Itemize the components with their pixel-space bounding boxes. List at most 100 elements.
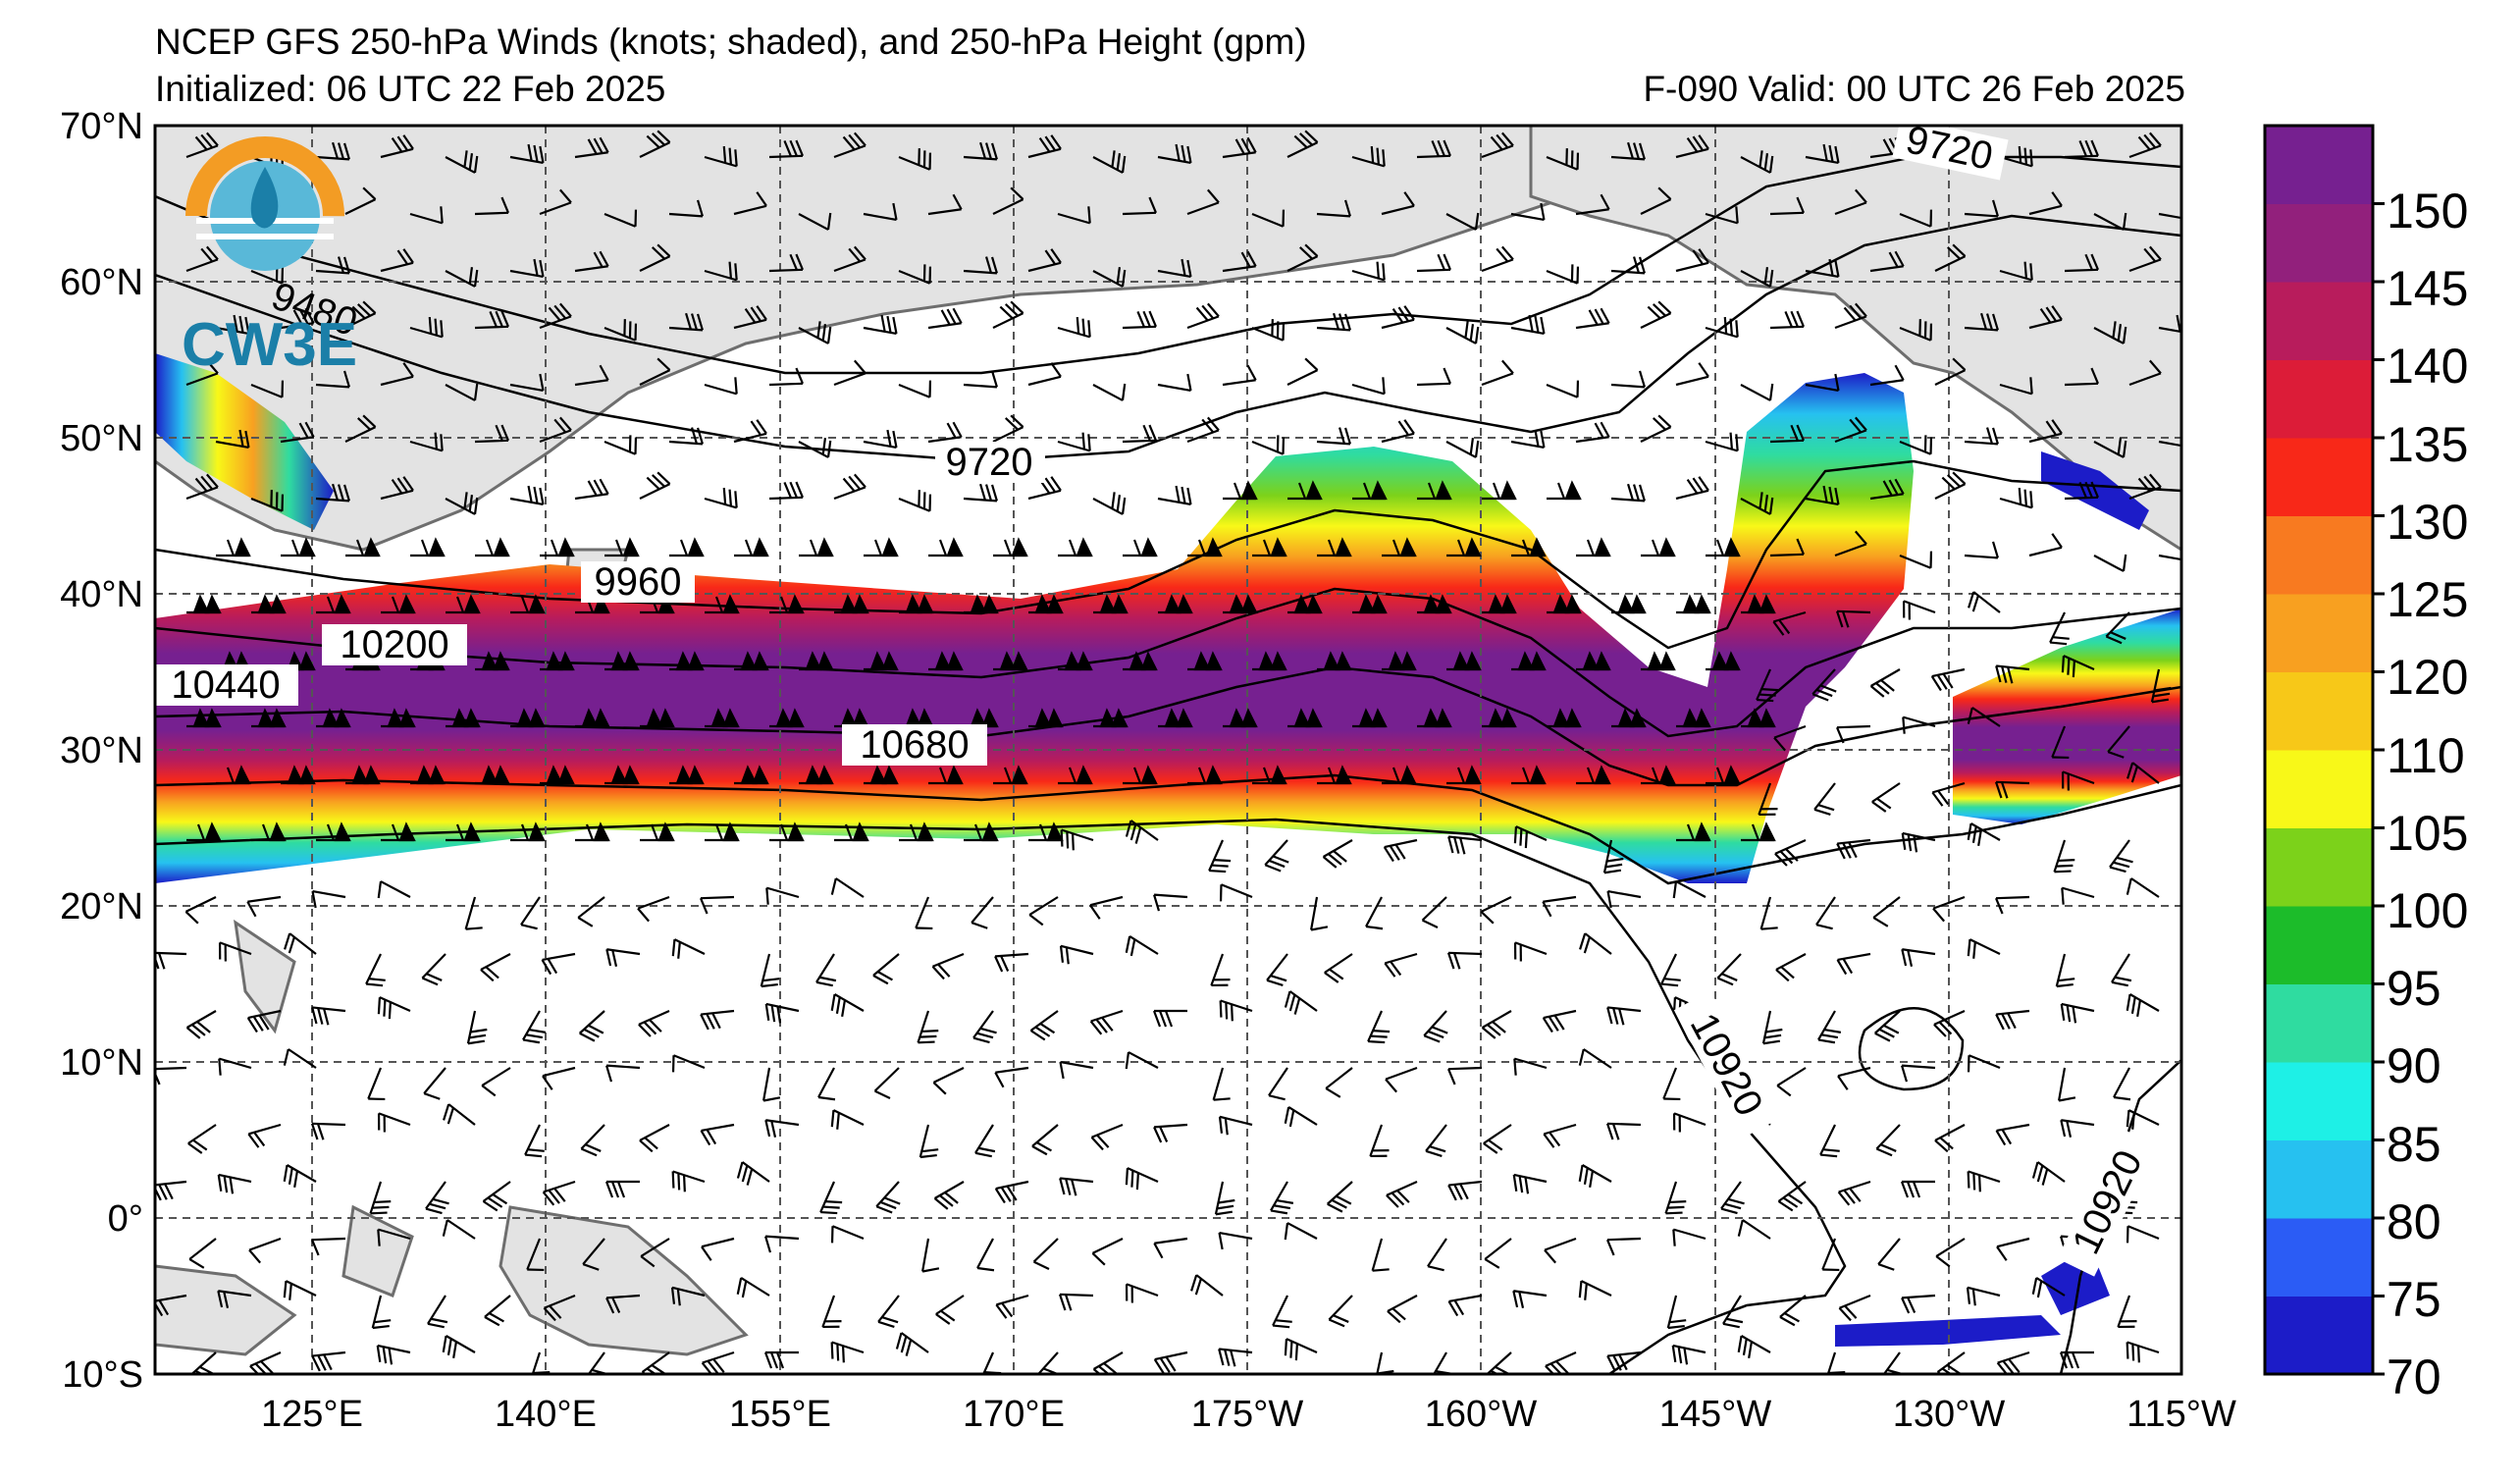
wind-barb	[1481, 245, 1514, 273]
wind-barb	[1223, 480, 1258, 501]
wind-barb	[1875, 1124, 1901, 1157]
wind-barb	[315, 370, 350, 389]
wind-barb	[963, 370, 998, 389]
wind-barb	[769, 821, 805, 842]
wind-barb	[1740, 267, 1774, 288]
wind-barb	[1995, 1009, 2030, 1031]
wind-barb	[1058, 1293, 1094, 1311]
wind-barb	[1758, 782, 1778, 817]
wind-barb	[542, 1180, 576, 1206]
wind-barb	[992, 300, 1024, 329]
wind-barb	[475, 765, 510, 785]
wind-barb	[1705, 316, 1739, 339]
wind-barb	[217, 1173, 252, 1194]
wind-barb	[669, 651, 705, 671]
wind-barb	[445, 492, 479, 515]
wind-barb	[1902, 600, 1936, 620]
wind-barb	[1835, 609, 1871, 628]
wind-barb	[821, 1295, 842, 1329]
wind-barb	[1606, 890, 1642, 909]
wind-barb	[640, 708, 675, 728]
wind-barb	[1157, 143, 1192, 164]
wind-barb	[863, 429, 898, 449]
lon-label: 125°E	[261, 1394, 363, 1435]
wind-barb	[1934, 243, 1967, 272]
wind-barb	[542, 1066, 576, 1090]
wind-barb	[1092, 1351, 1124, 1374]
wind-barb	[928, 765, 964, 785]
wind-barb	[215, 314, 250, 335]
wind-barb	[246, 895, 282, 918]
wind-barb	[474, 310, 509, 330]
wind-barb	[540, 765, 575, 785]
wind-barb	[1218, 1232, 1253, 1250]
wind-barb	[2053, 839, 2075, 874]
wind-barb	[799, 537, 834, 557]
wind-barb	[1252, 651, 1287, 671]
wind-barb	[875, 1181, 901, 1214]
wind-barb	[864, 651, 899, 671]
wind-barb	[2031, 1277, 2066, 1298]
wind-barb	[445, 267, 479, 288]
wind-barb	[1317, 651, 1352, 671]
wind-barb	[798, 212, 832, 231]
wind-barb	[1028, 594, 1064, 614]
wind-barb	[1425, 1124, 1447, 1157]
wind-barb	[1158, 708, 1193, 728]
wind-barb	[1995, 1123, 2030, 1146]
wind-barb	[833, 245, 866, 273]
wind-barb	[1223, 594, 1258, 614]
wind-barb	[768, 139, 804, 159]
wind-barb	[605, 948, 641, 968]
lon-label: 155°E	[729, 1394, 831, 1435]
wind-barb	[928, 537, 964, 557]
wind-barb	[1666, 1295, 1687, 1330]
wind-barb	[1606, 1237, 1642, 1256]
wind-barb	[543, 1294, 576, 1322]
wind-barb	[1769, 310, 1805, 330]
wind-barb	[377, 1112, 411, 1133]
wind-barb	[1761, 1010, 1783, 1045]
wind-barb	[1153, 893, 1188, 912]
wind-barb	[251, 708, 287, 728]
lat-label: 10°S	[62, 1354, 143, 1396]
wind-barb	[637, 895, 670, 923]
lon-label: 170°E	[963, 1394, 1065, 1435]
wind-barb	[1675, 476, 1709, 501]
wind-barb	[1284, 990, 1318, 1015]
wind-barb	[1057, 206, 1091, 225]
wind-barb	[1774, 838, 1807, 867]
wind-barb	[1270, 1181, 1294, 1215]
wind-barb	[1252, 765, 1287, 785]
wind-barb	[1994, 780, 2030, 799]
wind-barb	[377, 996, 411, 1020]
lat-axis-labels: 70°N 60°N 50°N 40°N 30°N 20°N 10°N 0° 10…	[60, 106, 143, 1396]
wind-barb	[1740, 150, 1774, 174]
wind-barb	[575, 821, 610, 842]
wind-barb	[344, 186, 377, 215]
wind-barb	[1219, 883, 1253, 902]
wind-barb	[1756, 668, 1779, 703]
wind-barb	[1057, 316, 1091, 339]
wind-barb	[1059, 1177, 1094, 1196]
wind-barb	[830, 877, 865, 898]
wind-barb	[1776, 1067, 1807, 1097]
wind-barb	[604, 435, 638, 455]
wind-barb	[2128, 132, 2162, 159]
wind-barb	[640, 594, 675, 614]
wind-barb	[734, 651, 769, 671]
wind-barb	[184, 896, 217, 925]
wind-barb	[371, 1295, 392, 1330]
wind-barb	[1352, 480, 1388, 501]
wind-barb	[917, 1010, 939, 1044]
wind-barb	[1511, 537, 1547, 557]
wind-barb	[670, 1286, 706, 1306]
wind-barb	[2060, 1119, 2095, 1139]
wind-barb	[705, 708, 740, 728]
wind-barb	[1511, 651, 1547, 671]
wind-barb	[1819, 1124, 1840, 1158]
wind-barb	[2028, 533, 2063, 557]
wind-barb	[1445, 212, 1480, 231]
wind-barb	[799, 765, 834, 785]
colorbar-swatch	[2265, 671, 2373, 751]
